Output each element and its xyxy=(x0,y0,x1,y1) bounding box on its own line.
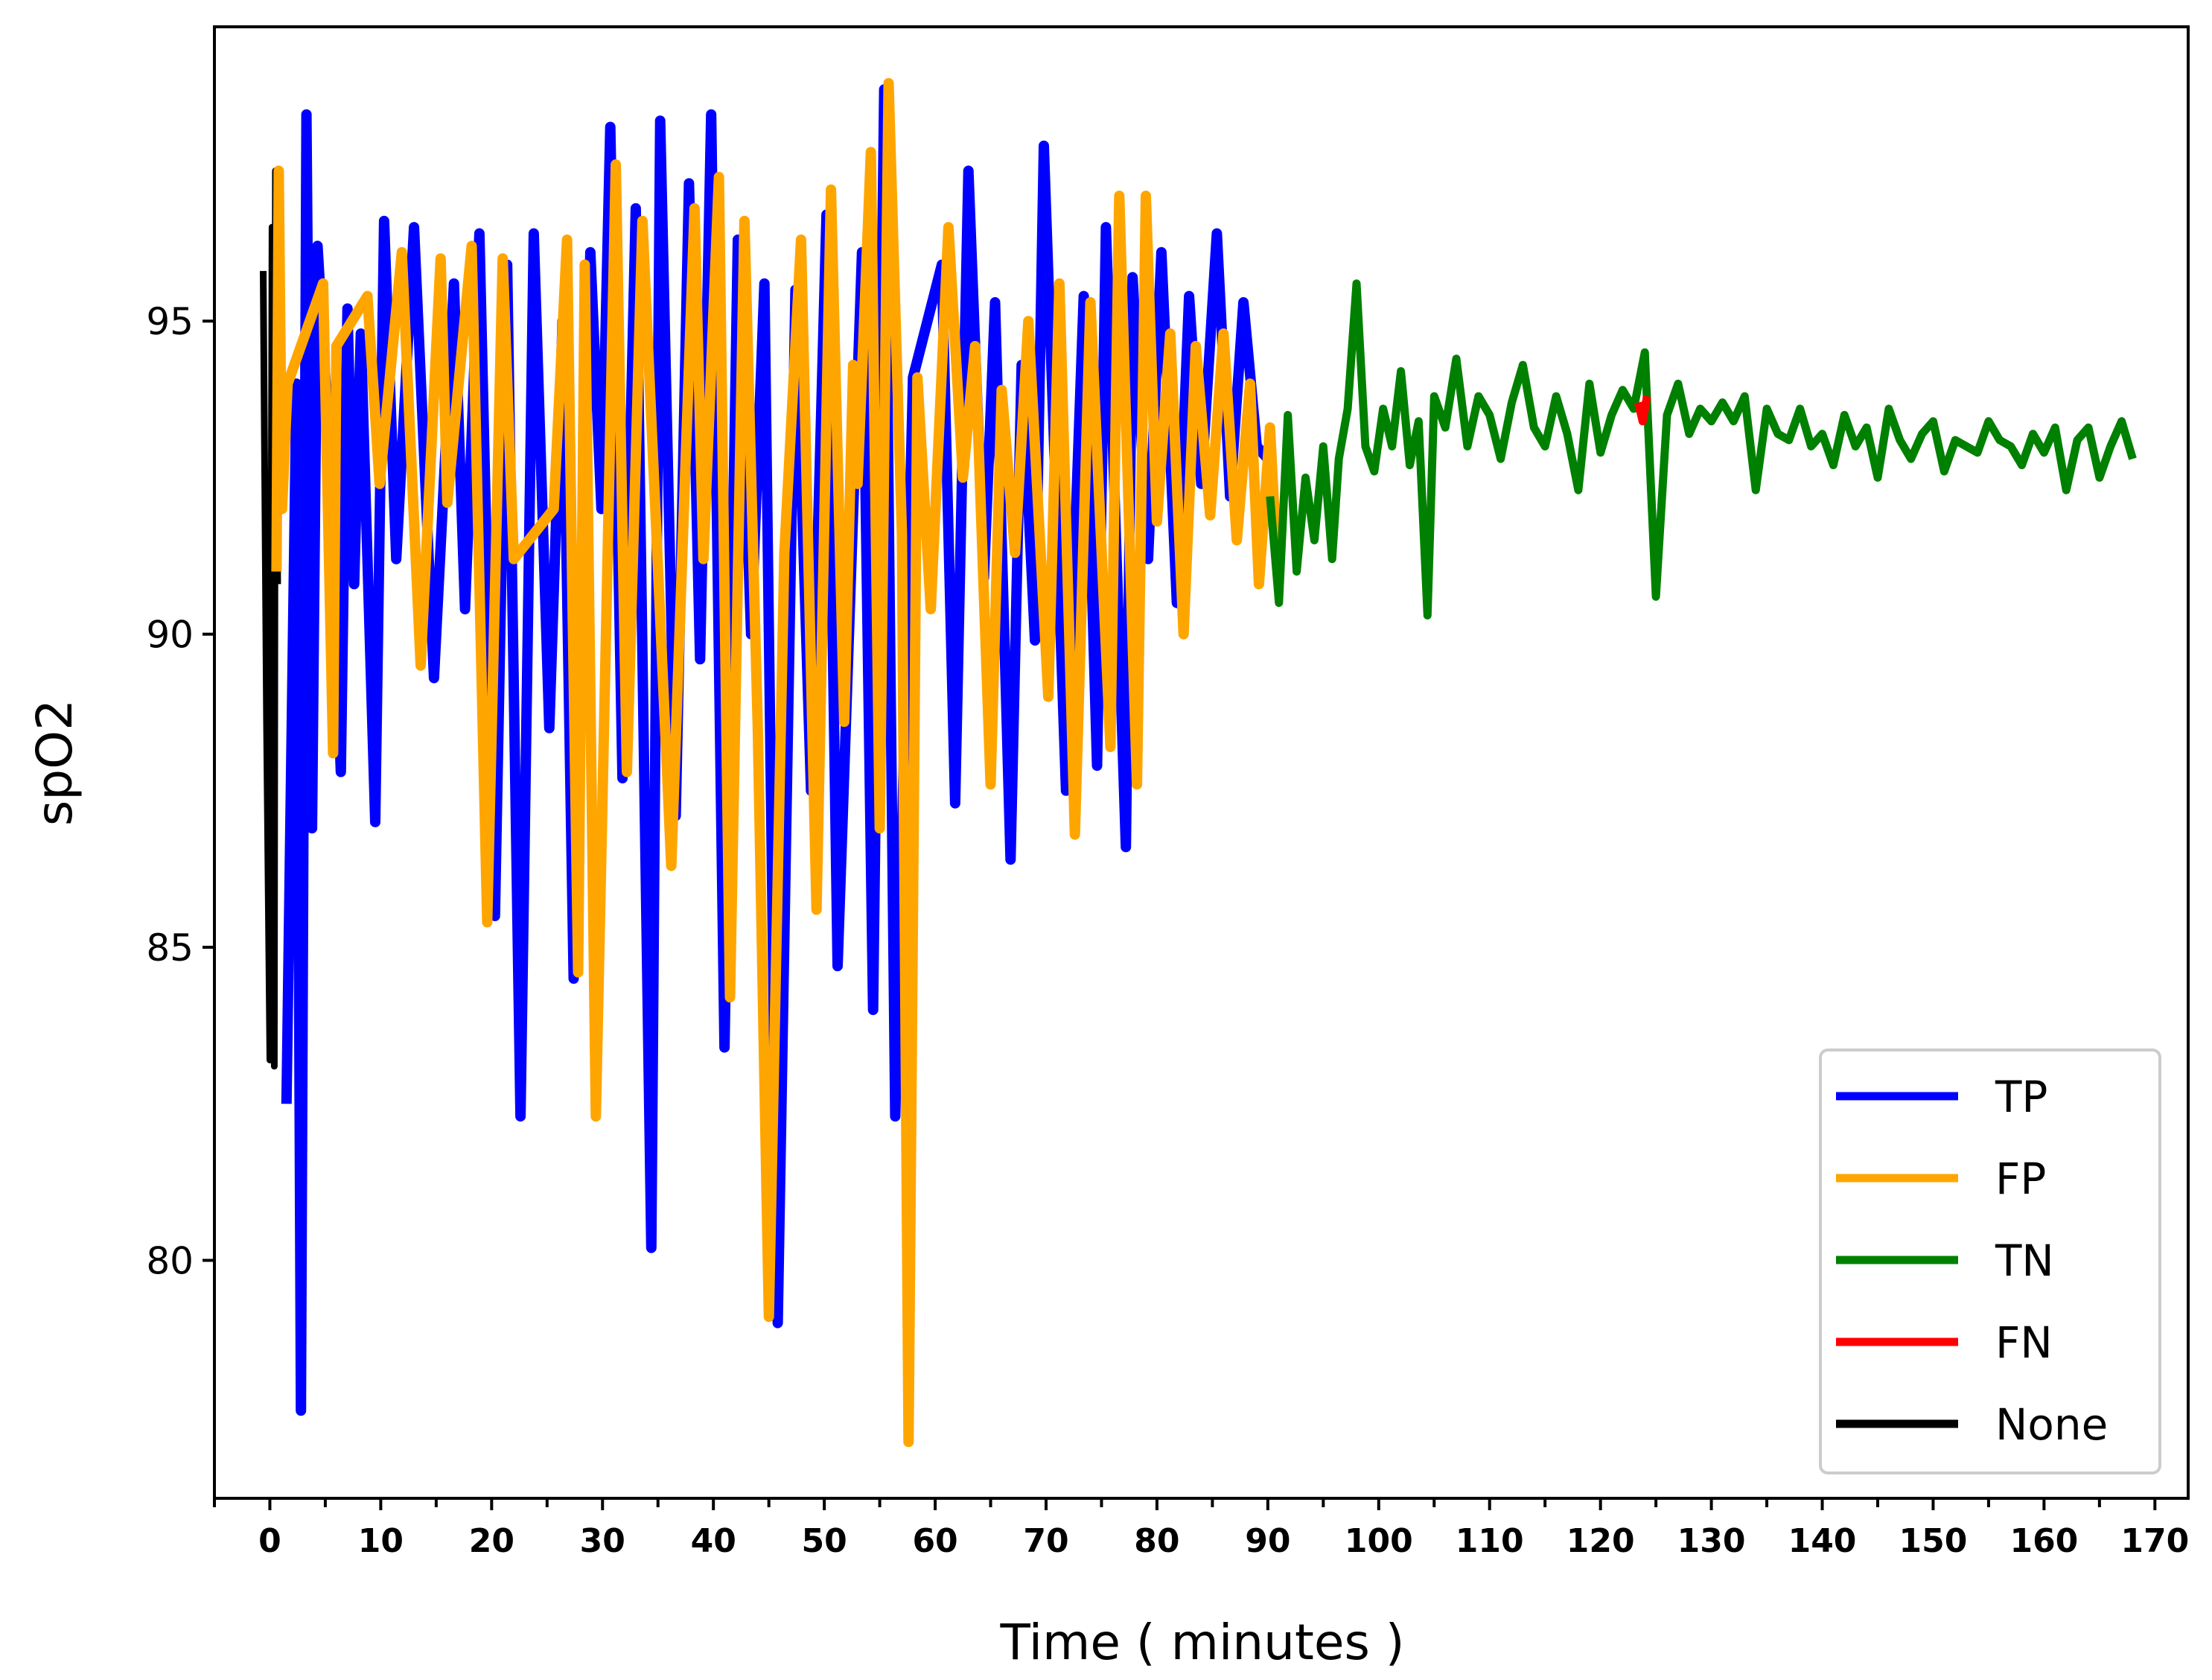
legend-frame xyxy=(1819,1049,2161,1474)
series-tn-line xyxy=(1266,279,2137,620)
legend-label-none: None xyxy=(1995,1399,2108,1450)
x-tick-label-20: 20 xyxy=(469,1522,514,1560)
x-tick-label-150: 150 xyxy=(1899,1522,1968,1560)
x-tick-label-110: 110 xyxy=(1456,1522,1524,1560)
x-tick-label-10: 10 xyxy=(358,1522,404,1560)
y-axis: 80 85 90 95 xyxy=(146,300,214,1282)
x-axis-title: Time ( minutes ) xyxy=(999,1614,1404,1671)
y-tick-label-85: 85 xyxy=(146,926,194,970)
y-axis-title: spO2 xyxy=(26,699,83,826)
x-tick-label-90: 90 xyxy=(1245,1522,1290,1560)
x-tick-label-30: 30 xyxy=(580,1522,625,1560)
y-tick-label-90: 90 xyxy=(146,614,194,657)
legend: TP FP TN FN None xyxy=(1819,1049,2161,1474)
x-tick-label-130: 130 xyxy=(1677,1522,1746,1560)
x-tick-label-80: 80 xyxy=(1134,1522,1179,1560)
x-tick-label-120: 120 xyxy=(1566,1522,1635,1560)
x-tick-label-160: 160 xyxy=(2009,1522,2078,1560)
series-fp-line xyxy=(271,77,1282,1448)
series-layer xyxy=(260,77,2137,1448)
plot-frame xyxy=(213,25,2190,1500)
x-tick-label-50: 50 xyxy=(802,1522,847,1560)
x-tick-label-100: 100 xyxy=(1345,1522,1413,1560)
x-tick-label-140: 140 xyxy=(1788,1522,1857,1560)
y-tick-label-80: 80 xyxy=(146,1239,194,1282)
x-tick-label-170: 170 xyxy=(2120,1522,2189,1560)
y-tick-label-95: 95 xyxy=(146,300,194,343)
legend-label-tp: TP xyxy=(1995,1072,2047,1122)
x-axis: 0 10 20 30 40 50 60 70 80 90 100 110 120 130 140 150 160… xyxy=(213,1498,2189,1560)
x-tick-label-70: 70 xyxy=(1023,1522,1068,1560)
legend-label-tn: TN xyxy=(1995,1235,2054,1286)
series-fn-line xyxy=(1633,395,1651,426)
legend-label-fp: FP xyxy=(1995,1154,2046,1204)
x-tick-label-40: 40 xyxy=(691,1522,736,1560)
x-tick-label-60: 60 xyxy=(912,1522,957,1560)
legend-label-fn: FN xyxy=(1995,1317,2053,1368)
x-tick-label-0: 0 xyxy=(258,1522,281,1560)
